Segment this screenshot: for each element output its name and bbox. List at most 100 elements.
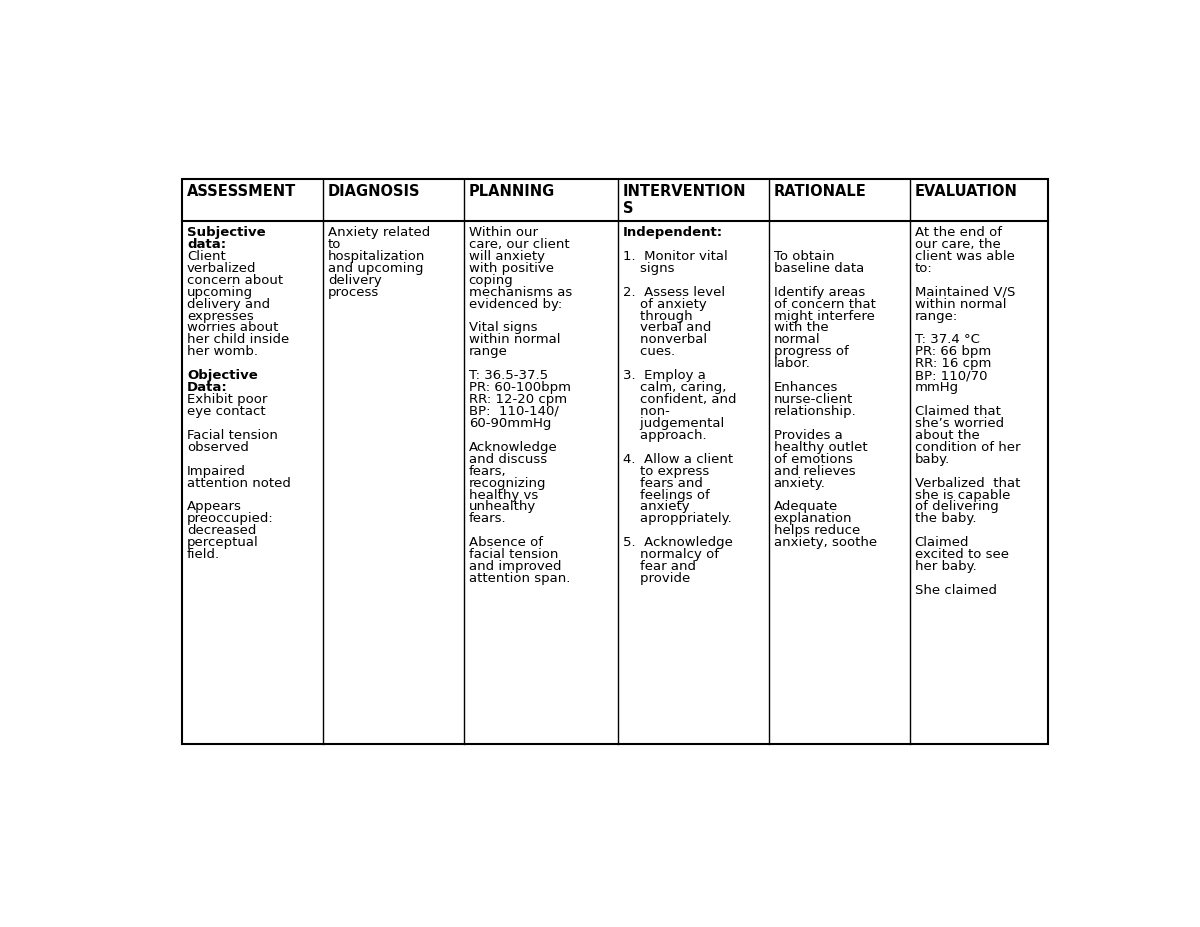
Text: mmHg: mmHg: [914, 381, 959, 394]
Text: unhealthy: unhealthy: [469, 501, 536, 514]
Text: to: to: [328, 238, 341, 251]
Text: baby.: baby.: [914, 452, 949, 465]
Text: Maintained V/S: Maintained V/S: [914, 286, 1015, 298]
Text: Data:: Data:: [187, 381, 228, 394]
Text: explanation: explanation: [774, 513, 852, 526]
Text: helps reduce: helps reduce: [774, 525, 860, 538]
Text: attention span.: attention span.: [469, 572, 570, 585]
Text: calm, caring,: calm, caring,: [623, 381, 726, 394]
Text: evidenced by:: evidenced by:: [469, 298, 562, 311]
Text: EVALUATION: EVALUATION: [914, 184, 1018, 198]
Text: At the end of: At the end of: [914, 226, 1002, 239]
Text: DIAGNOSIS: DIAGNOSIS: [328, 184, 420, 198]
Text: BP:  110-140/: BP: 110-140/: [469, 405, 558, 418]
Text: RR: 16 cpm: RR: 16 cpm: [914, 357, 991, 370]
Text: her child inside: her child inside: [187, 334, 289, 347]
Text: nonverbal: nonverbal: [623, 334, 707, 347]
Text: observed: observed: [187, 441, 248, 454]
Text: of delivering: of delivering: [914, 501, 998, 514]
Text: T: 37.4 °C: T: 37.4 °C: [914, 334, 979, 347]
Text: delivery and: delivery and: [187, 298, 270, 311]
Text: of emotions: of emotions: [774, 452, 852, 465]
Text: labor.: labor.: [774, 357, 810, 370]
Text: Adequate: Adequate: [774, 501, 838, 514]
Text: and relieves: and relieves: [774, 464, 856, 477]
Text: nurse-client: nurse-client: [774, 393, 853, 406]
Text: RR: 12-20 cpm: RR: 12-20 cpm: [469, 393, 566, 406]
Text: Independent:: Independent:: [623, 226, 722, 239]
Text: fears.: fears.: [469, 513, 506, 526]
Text: healthy vs: healthy vs: [469, 489, 538, 502]
Text: 2.  Assess level: 2. Assess level: [623, 286, 725, 298]
Text: mechanisms as: mechanisms as: [469, 286, 572, 298]
Text: and improved: and improved: [469, 560, 562, 573]
Text: Claimed: Claimed: [914, 537, 970, 550]
Text: anxiety, soothe: anxiety, soothe: [774, 537, 877, 550]
Text: approach.: approach.: [623, 429, 707, 442]
Text: 60-90mmHg: 60-90mmHg: [469, 417, 551, 430]
Text: concern about: concern about: [187, 273, 283, 286]
Text: 4.  Allow a client: 4. Allow a client: [623, 452, 733, 465]
Text: Provides a: Provides a: [774, 429, 842, 442]
Text: with positive: with positive: [469, 261, 553, 274]
Text: Client: Client: [187, 250, 226, 263]
Text: process: process: [328, 286, 379, 298]
Text: Objective: Objective: [187, 369, 258, 382]
Text: relationship.: relationship.: [774, 405, 857, 418]
Text: normalcy of: normalcy of: [623, 548, 719, 561]
Text: fears and: fears and: [623, 476, 702, 489]
Text: about the: about the: [914, 429, 979, 442]
Text: excited to see: excited to see: [914, 548, 1008, 561]
Text: Subjective: Subjective: [187, 226, 265, 239]
Text: PLANNING: PLANNING: [469, 184, 554, 198]
Text: worries about: worries about: [187, 322, 278, 335]
Text: provide: provide: [623, 572, 690, 585]
Text: perceptual: perceptual: [187, 537, 259, 550]
Text: client was able: client was able: [914, 250, 1014, 263]
Text: hospitalization: hospitalization: [328, 250, 425, 263]
Text: Impaired: Impaired: [187, 464, 246, 477]
Text: and upcoming: and upcoming: [328, 261, 424, 274]
Text: facial tension: facial tension: [469, 548, 558, 561]
Text: she’s worried: she’s worried: [914, 417, 1003, 430]
Text: Exhibit poor: Exhibit poor: [187, 393, 268, 406]
Text: expresses: expresses: [187, 310, 253, 323]
Text: anxiety: anxiety: [623, 501, 689, 514]
Text: within normal: within normal: [469, 334, 560, 347]
Text: She claimed: She claimed: [914, 584, 996, 597]
Text: upcoming: upcoming: [187, 286, 253, 298]
Text: fears,: fears,: [469, 464, 506, 477]
Text: Vital signs: Vital signs: [469, 322, 538, 335]
Text: might interfere: might interfere: [774, 310, 875, 323]
Text: anxiety.: anxiety.: [774, 476, 826, 489]
Text: Facial tension: Facial tension: [187, 429, 277, 442]
Text: data:: data:: [187, 238, 226, 251]
Text: delivery: delivery: [328, 273, 382, 286]
Text: judgemental: judgemental: [623, 417, 724, 430]
Text: range: range: [469, 346, 508, 359]
Text: Acknowledge: Acknowledge: [469, 441, 558, 454]
Text: to:: to:: [914, 261, 932, 274]
Text: INTERVENTION
S: INTERVENTION S: [623, 184, 746, 216]
Text: the baby.: the baby.: [914, 513, 976, 526]
Text: cues.: cues.: [623, 346, 674, 359]
Text: normal: normal: [774, 334, 821, 347]
Text: Claimed that: Claimed that: [914, 405, 1001, 418]
Text: her baby.: her baby.: [914, 560, 977, 573]
Text: to express: to express: [623, 464, 709, 477]
Text: verbalized: verbalized: [187, 261, 257, 274]
Text: confident, and: confident, and: [623, 393, 737, 406]
Text: range:: range:: [914, 310, 958, 323]
Text: feelings of: feelings of: [623, 489, 709, 502]
Bar: [182, 179, 1048, 744]
Text: progress of: progress of: [774, 346, 848, 359]
Text: preoccupied:: preoccupied:: [187, 513, 274, 526]
Text: attention noted: attention noted: [187, 476, 290, 489]
Text: signs: signs: [623, 261, 674, 274]
Text: our care, the: our care, the: [914, 238, 1001, 251]
Text: Enhances: Enhances: [774, 381, 838, 394]
Text: Within our: Within our: [469, 226, 538, 239]
Text: verbal and: verbal and: [623, 322, 712, 335]
Text: recognizing: recognizing: [469, 476, 546, 489]
Text: of anxiety: of anxiety: [623, 298, 707, 311]
